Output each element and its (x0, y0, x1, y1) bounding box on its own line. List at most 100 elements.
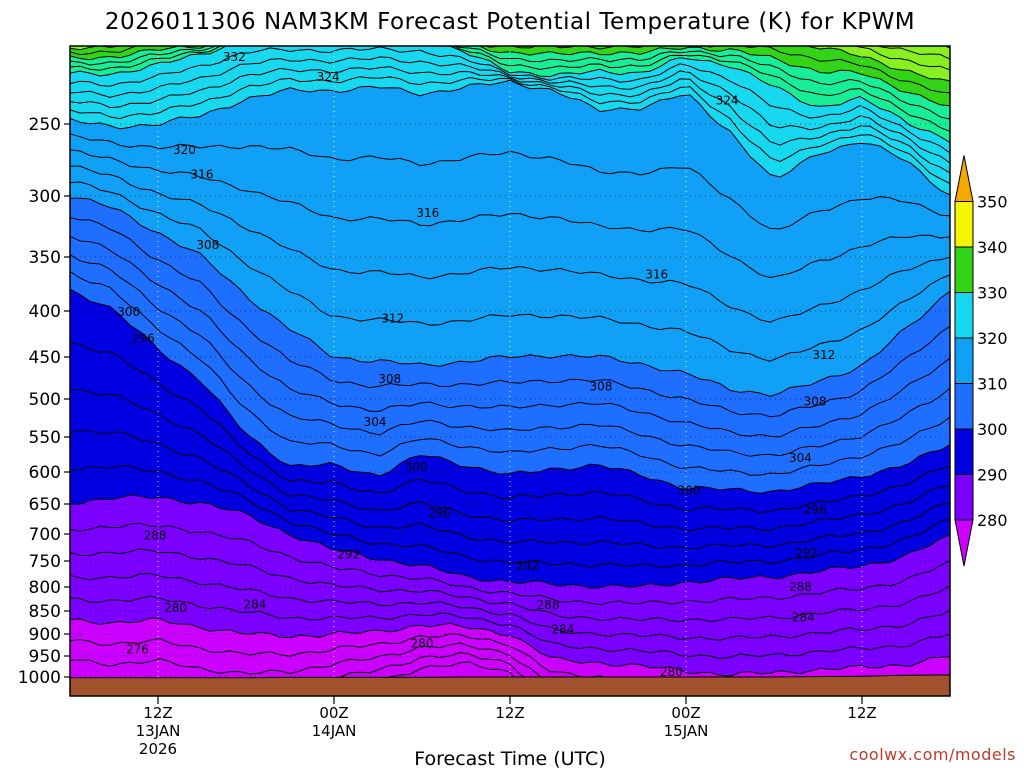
x-tick-label: 13JAN (136, 722, 181, 740)
colorbar-swatch (954, 428, 974, 475)
isentrope-line (70, 46, 950, 143)
contour-label: 280 (164, 601, 187, 615)
colorbar-label: 280 (977, 511, 1008, 530)
isentrope-line (70, 37, 950, 43)
y-tick-label: 700 (29, 525, 61, 545)
x-tick-label: 00Z (319, 704, 348, 722)
contour-label: 316 (645, 267, 668, 281)
plot-area: 332 324 324 320 316 316 316 308 312 312 300 296 308 3… (70, 37, 950, 696)
isentrope-line (70, 37, 950, 43)
contour-label: 308 (804, 394, 827, 408)
y-axis: 250 300 350 400 450 500 550 600 650 700 750 800 850 9… (18, 115, 70, 688)
contour-label: 304 (789, 451, 812, 465)
credit-link[interactable]: coolwx.com/models (849, 745, 1016, 764)
isentrope-line (70, 430, 950, 550)
y-tick-label: 350 (29, 248, 61, 268)
colorbar-label: 290 (977, 466, 1008, 485)
y-tick-label: 1000 (18, 668, 61, 688)
y-tick-label: 750 (29, 552, 61, 572)
contour-label: 316 (191, 167, 214, 181)
contour-label: 296 (804, 503, 827, 517)
contour-label: 308 (589, 379, 612, 393)
isentrope-line (70, 66, 950, 174)
contour-label: 300 (405, 460, 428, 474)
y-tick-label: 800 (29, 578, 61, 598)
x-tick-label: 12Z (495, 704, 524, 722)
contour-labels: 332 324 324 320 316 316 316 308 312 312 300 296 308 3… (117, 50, 835, 679)
x-tick-label: 12Z (847, 704, 876, 722)
y-tick-label: 550 (29, 428, 61, 448)
contour-label: 288 (789, 580, 812, 594)
isentrope-line (70, 465, 950, 569)
contour-label: 308 (196, 238, 219, 252)
colorbar-swatch (954, 155, 974, 202)
contour-label: 292 (795, 546, 818, 560)
isentrope-line (70, 37, 950, 43)
isentrope-line (70, 217, 950, 418)
colorbar-label: 350 (977, 193, 1008, 212)
y-tick-label: 250 (29, 115, 61, 135)
isentrope-line (70, 149, 950, 279)
isentrope-line (70, 548, 950, 623)
grid-lines (70, 46, 950, 696)
x-tick-label: 2026 (139, 740, 177, 758)
ground-fill (70, 674, 950, 696)
x-tick-label: 15JAN (664, 722, 709, 740)
x-tick-label: 00Z (671, 704, 700, 722)
band-fill (70, 46, 950, 196)
y-tick-label: 400 (29, 302, 61, 322)
colorbar-label: 310 (977, 375, 1008, 394)
isentrope-line (70, 37, 950, 43)
chart-title: 2026011306 NAM3KM Forecast Potential Tem… (105, 9, 915, 35)
contour-label: 324 (317, 70, 340, 84)
isentrope-line (70, 37, 950, 43)
contour-label: 284 (792, 610, 815, 624)
isentrope-line (70, 79, 950, 196)
y-tick-label: 600 (29, 463, 61, 483)
isentrope-line (70, 46, 950, 154)
y-tick-label: 650 (29, 495, 61, 515)
contour-label: 288 (537, 598, 560, 612)
contour-label: 304 (364, 415, 387, 429)
contour-label: 284 (551, 622, 574, 636)
colorbar-swatch (954, 337, 974, 384)
isentrope-line (70, 76, 950, 185)
colorbar-label: 340 (977, 238, 1008, 257)
y-tick-label: 950 (29, 647, 61, 667)
contour-label: 296 (428, 506, 451, 520)
colorbar: 280 290 300 310 320 330 340 350 (954, 155, 1008, 567)
contour-label: 324 (716, 93, 739, 107)
colorbar-swatch (954, 201, 974, 248)
colorbar-label: 300 (977, 420, 1008, 439)
y-tick-label: 900 (29, 625, 61, 645)
colorbar-swatch (954, 246, 974, 293)
isentrope-line (70, 37, 950, 43)
isentrope-line (70, 46, 950, 94)
isentrope-line (70, 572, 950, 641)
y-tick-label: 300 (29, 187, 61, 207)
y-tick-label: 850 (29, 602, 61, 622)
isentrope-line (70, 46, 950, 120)
band-fill (70, 46, 950, 81)
colorbar-label: 320 (977, 329, 1008, 348)
colorbar-swatch (954, 383, 974, 430)
contour-label: 332 (223, 50, 246, 64)
contour-label: 296 (132, 332, 155, 346)
colorbar-swatch (954, 519, 974, 567)
contour-label: 292 (337, 548, 360, 562)
colorbar-swatch (954, 292, 974, 339)
contour-label: 280 (660, 665, 683, 679)
x-axis-label: Forecast Time (UTC) (414, 748, 605, 768)
contour-label: 292 (516, 559, 539, 573)
isentrope-line (70, 388, 950, 532)
isentrope-line (70, 595, 950, 660)
isentrope-line (70, 342, 950, 514)
contour-label: 308 (378, 372, 401, 386)
contour-label: 312 (812, 348, 835, 362)
contour-label: 276 (126, 642, 149, 656)
contour-label: 320 (173, 143, 196, 157)
x-tick-label: 12Z (143, 704, 172, 722)
isentrope-line (70, 37, 950, 43)
isentrope-line (70, 165, 950, 323)
